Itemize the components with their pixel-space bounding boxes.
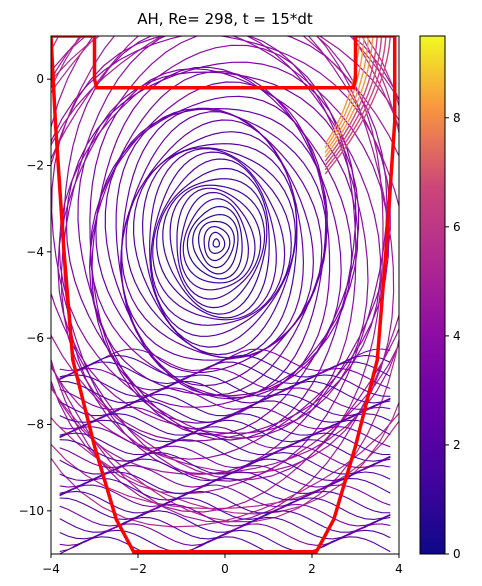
streamline: [324, 36, 387, 171]
streamline: [59, 490, 391, 514]
x-tick-label: −4: [42, 562, 60, 576]
streamline: [59, 477, 391, 501]
streamline: [197, 220, 235, 269]
colorbar-tick-label: 8: [453, 111, 461, 125]
streamline: [169, 184, 266, 309]
streamline: [182, 198, 250, 284]
streamline: [51, 36, 399, 513]
streamline: [59, 387, 391, 410]
streamline: [324, 36, 391, 175]
streamline: [176, 187, 262, 300]
streamline: [208, 231, 226, 254]
streamline: [141, 147, 297, 348]
streamline: [59, 536, 391, 554]
streamline: [212, 238, 221, 248]
streamline: [51, 36, 391, 475]
streamline: [203, 225, 231, 262]
y-axis: 0 −2 −4 −6 −8 −10: [19, 72, 51, 518]
streamline: [120, 107, 323, 374]
x-tick-label: 0: [221, 562, 229, 576]
streamline: [150, 151, 286, 326]
streamline: [121, 119, 305, 359]
streamlines: [51, 36, 399, 554]
streamline: [89, 81, 331, 398]
streamline: [152, 158, 277, 321]
streamline: [51, 36, 399, 523]
colorbar-tick-label: 2: [453, 438, 461, 452]
streamline: [324, 36, 374, 158]
x-tick-label: 4: [395, 562, 403, 576]
streamline: [120, 111, 315, 361]
colorbar-ticks: 0 2 4 6 8: [445, 111, 461, 561]
plot-area: [51, 36, 399, 554]
streamline: [51, 36, 395, 474]
streamline: [51, 36, 388, 482]
streamline: [51, 36, 399, 495]
streamline: [59, 367, 391, 391]
streamline: [59, 484, 391, 508]
streamline: [115, 108, 328, 387]
streamline: [59, 354, 391, 378]
streamline: [51, 36, 399, 515]
streamline: [59, 458, 391, 482]
colorbar-tick-label: 4: [453, 329, 461, 343]
streamline: [132, 143, 298, 356]
y-tick-label: −6: [26, 331, 44, 345]
streamline: [59, 445, 391, 469]
x-axis: −4 −2 0 2 4: [42, 554, 403, 576]
y-tick-label: −4: [26, 245, 44, 259]
streamline: [57, 36, 369, 435]
streamline: [192, 213, 239, 275]
streamline: [59, 426, 391, 449]
streamline: [324, 36, 370, 154]
streamline: [156, 167, 270, 319]
x-tick-label: −2: [129, 562, 147, 576]
streamline: [59, 419, 391, 443]
streamline: [324, 36, 378, 162]
y-tick-label: 0: [36, 72, 44, 86]
domain-boundary: [51, 36, 397, 554]
streamline: [59, 529, 391, 553]
y-tick-label: −2: [26, 159, 44, 173]
streamline: [59, 380, 391, 404]
streamline: [77, 71, 360, 436]
streamline: [59, 374, 391, 397]
streamline: [125, 131, 298, 359]
streamline: [324, 36, 365, 149]
colorbar-tick-label: 0: [453, 547, 461, 561]
streamline: [51, 36, 399, 528]
streamline: [59, 439, 391, 462]
colorbar-gradient: [419, 35, 446, 555]
colorbar: 0 2 4 6 8: [419, 35, 461, 561]
streamline: [324, 36, 361, 145]
colorbar-tick-label: 6: [453, 220, 461, 234]
x-tick-label: 2: [308, 562, 316, 576]
streamline: [91, 66, 353, 408]
streamline: [179, 191, 256, 291]
streamline: [62, 36, 390, 460]
streamline: [59, 361, 391, 385]
streamline: [162, 178, 268, 315]
y-tick-label: −10: [19, 504, 44, 518]
streamline: [59, 432, 391, 456]
streamline: [89, 68, 359, 424]
streamline: [149, 148, 292, 337]
streamline: [186, 205, 243, 280]
streamline: [51, 36, 399, 523]
streamline: [324, 36, 383, 166]
chart-title: AH, Re= 298, t = 15*dt: [137, 10, 313, 28]
y-tick-label: −8: [26, 418, 44, 432]
